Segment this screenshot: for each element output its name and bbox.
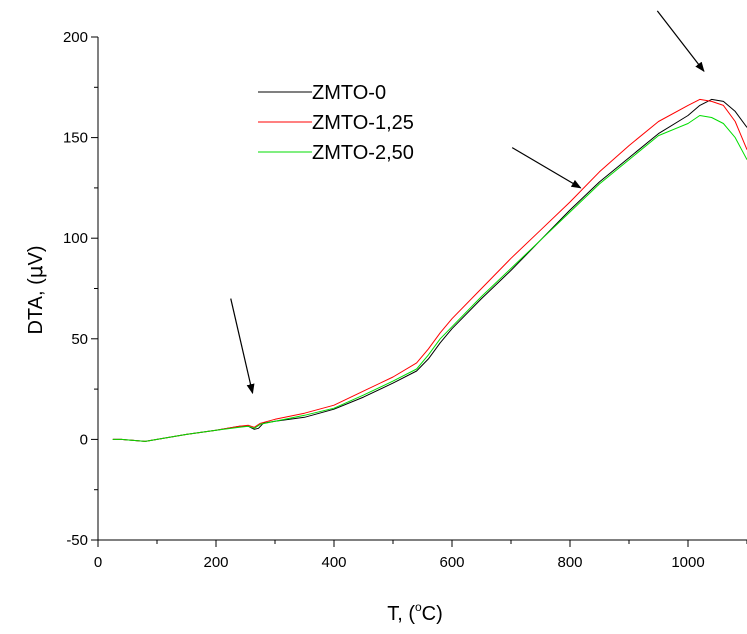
x-axis-title: T, (oC) bbox=[387, 600, 443, 625]
series-line-zmto-2-50 bbox=[112, 115, 747, 442]
legend: ZMTO-0 ZMTO-1,25 ZMTO-2,50 bbox=[258, 82, 414, 164]
legend-label: ZMTO-2,50 bbox=[312, 142, 414, 164]
y-tick-label: 200 bbox=[63, 29, 88, 46]
x-tick-label: 200 bbox=[203, 554, 228, 571]
legend-label: ZMTO-0 bbox=[312, 82, 386, 104]
series-line-zmto-0 bbox=[112, 98, 747, 442]
x-tick-label: 1000 bbox=[671, 554, 704, 571]
x-tick-label: 600 bbox=[439, 554, 464, 571]
y-tick-label: 0 bbox=[80, 431, 88, 448]
annotation-arrow bbox=[511, 147, 582, 189]
x-tick-label: 0 bbox=[94, 554, 102, 571]
legend-label: ZMTO-1,25 bbox=[312, 112, 414, 134]
x-tick-label: 800 bbox=[557, 554, 582, 571]
axes: -50 0 50 100 150 200 0 200 400 600 800 1000 bbox=[63, 29, 747, 571]
annotations-layer bbox=[230, 10, 705, 395]
y-tick-label: -50 bbox=[66, 532, 88, 549]
annotation-arrow bbox=[230, 298, 255, 395]
annotation-arrow bbox=[656, 10, 705, 72]
y-tick-label: 100 bbox=[63, 230, 88, 247]
y-axis-title: DTA, (μV) bbox=[23, 245, 47, 334]
series-layer bbox=[112, 98, 747, 442]
series-line-zmto-1-25 bbox=[112, 98, 747, 442]
y-tick-label: 50 bbox=[71, 331, 88, 348]
x-tick-label: 400 bbox=[321, 554, 346, 571]
y-tick-label: 150 bbox=[63, 130, 88, 147]
